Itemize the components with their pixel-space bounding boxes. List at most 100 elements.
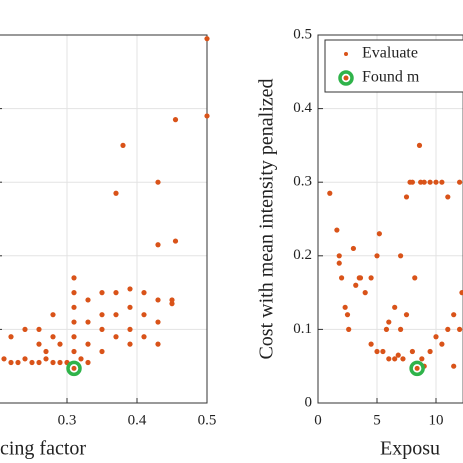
point [357, 275, 364, 281]
point [339, 275, 345, 281]
point [403, 194, 410, 200]
point [459, 290, 463, 296]
point [172, 238, 179, 244]
point [71, 334, 77, 340]
point [155, 341, 161, 347]
found-minimum [409, 360, 425, 377]
point [71, 275, 77, 281]
point [395, 352, 401, 358]
legend-label: Found m [362, 69, 420, 86]
point [71, 319, 77, 325]
point [127, 304, 133, 310]
point [99, 348, 105, 355]
point [22, 356, 28, 362]
point [392, 304, 398, 310]
point [8, 359, 14, 366]
point [169, 301, 175, 307]
x-tick-label: 0 [314, 412, 322, 428]
point [36, 326, 42, 332]
y-axis-label: Cost with mean intensity penalized [256, 78, 278, 359]
point [204, 36, 210, 42]
x-tick-label: 2 [0, 412, 1, 428]
point [368, 275, 374, 281]
point [127, 326, 133, 332]
point [71, 290, 77, 296]
point [43, 348, 49, 355]
point [36, 341, 42, 347]
point [386, 356, 392, 362]
point [99, 312, 105, 318]
point [374, 253, 380, 259]
point [427, 348, 433, 355]
point [376, 231, 382, 237]
point [57, 359, 63, 366]
x-tick-label: 0.3 [58, 412, 77, 428]
point [113, 334, 119, 340]
y-tick-label: 0.1 [293, 321, 312, 337]
point [451, 312, 457, 318]
point [398, 253, 404, 259]
point [15, 359, 21, 366]
point [99, 326, 105, 332]
point [36, 359, 42, 366]
point [327, 190, 333, 196]
point [368, 341, 374, 347]
point [127, 341, 133, 347]
point [99, 290, 105, 296]
point [398, 326, 404, 332]
point [29, 359, 35, 366]
point [22, 326, 28, 332]
point [350, 245, 356, 252]
point [50, 359, 56, 366]
plot-box [0, 34, 208, 404]
point [445, 194, 451, 200]
point [172, 117, 179, 123]
legend-label: Evaluate [362, 45, 418, 62]
point [204, 113, 210, 119]
point [85, 341, 91, 347]
found-minimum [66, 360, 82, 377]
point [71, 348, 77, 355]
plot-box [317, 34, 463, 404]
point [120, 142, 126, 148]
point [8, 334, 14, 340]
legend-swatch [338, 70, 354, 86]
point [85, 319, 91, 325]
point [409, 348, 415, 355]
point [421, 179, 427, 185]
point [43, 356, 49, 362]
point [78, 356, 84, 362]
point [334, 227, 340, 233]
point [374, 348, 380, 355]
point [141, 312, 147, 318]
point [439, 341, 445, 347]
x-axis-label: Exposu [380, 438, 440, 460]
found-minimum-center [414, 365, 420, 371]
point [85, 297, 91, 303]
y-tick-label: 0.5 [293, 26, 312, 42]
point [400, 356, 406, 362]
point [1, 356, 7, 362]
point [392, 356, 398, 362]
point [403, 312, 410, 318]
point [113, 312, 119, 318]
point [433, 179, 439, 185]
point [155, 242, 161, 248]
point [85, 359, 91, 366]
point [383, 326, 390, 332]
point [155, 179, 161, 185]
point [457, 326, 463, 332]
point [451, 363, 457, 369]
x-axis-label: cing factor [0, 438, 86, 460]
point [155, 297, 161, 303]
point [353, 282, 359, 288]
point [412, 275, 418, 281]
point [141, 290, 147, 296]
point [57, 341, 63, 347]
point [336, 253, 342, 259]
y-tick-label: 0 [305, 394, 313, 410]
point [169, 297, 175, 303]
point [127, 286, 133, 292]
point [336, 260, 342, 266]
